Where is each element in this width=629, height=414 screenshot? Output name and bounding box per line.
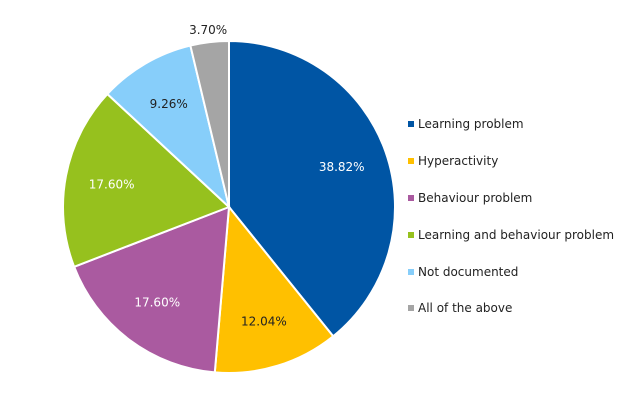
legend-swatch [408, 231, 414, 238]
legend-item: Behaviour problem [408, 180, 614, 217]
legend-item: Not documented [408, 253, 614, 290]
legend-label: Learning and behaviour problem [418, 227, 615, 242]
legend-swatch [408, 194, 414, 201]
legend-swatch [408, 305, 414, 312]
pie-slice [62, 92, 231, 269]
pie-slice [72, 205, 231, 374]
pie-slice [105, 44, 231, 210]
data-label: 9.26% [150, 97, 188, 111]
data-label: 17.60% [89, 177, 135, 191]
legend-swatch [408, 268, 414, 275]
legend-item: All of the above [408, 290, 614, 327]
legend-label: Learning problem [418, 117, 524, 132]
legend-label: Behaviour problem [418, 190, 533, 205]
data-label: 17.60% [134, 296, 180, 310]
legend-swatch [408, 158, 414, 165]
data-label: 38.82% [319, 160, 365, 174]
legend-label: All of the above [418, 301, 513, 316]
pie-slice [228, 39, 396, 338]
legend-item: Learning problem [408, 106, 614, 143]
pie-slice [189, 39, 230, 208]
legend: Learning problem Hyperactivity Behaviour p… [408, 106, 614, 327]
data-label: 3.70% [189, 23, 227, 37]
legend-label: Hyperactivity [418, 154, 499, 169]
pie-slice [213, 204, 335, 374]
legend-item: Learning and behaviour problem [408, 216, 614, 253]
legend-swatch [408, 121, 414, 128]
data-label: 12.04% [241, 314, 287, 328]
legend-item: Hyperactivity [408, 143, 614, 180]
legend-label: Not documented [418, 264, 519, 279]
